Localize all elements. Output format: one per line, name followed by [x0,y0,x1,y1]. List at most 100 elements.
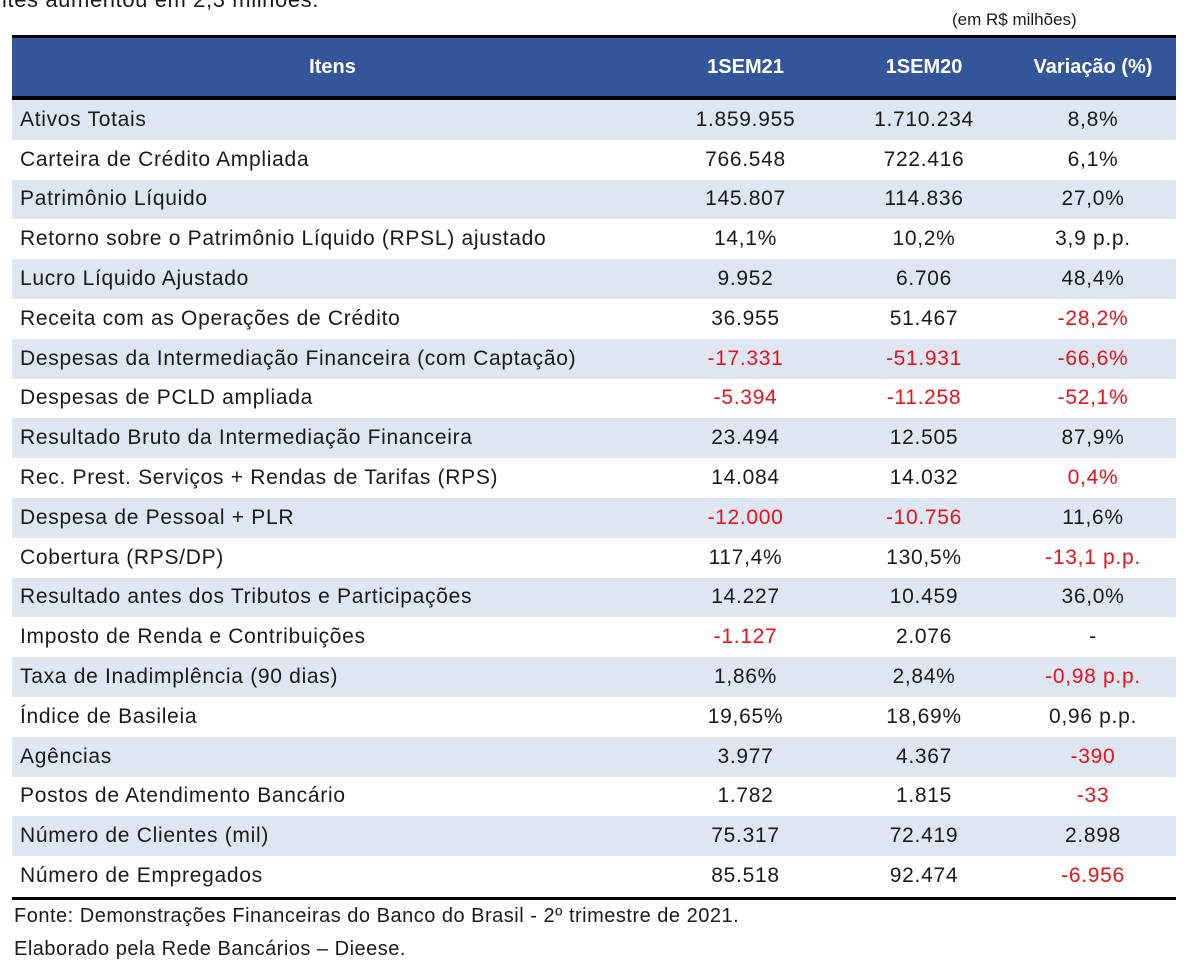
row-1sem21: 75.317 [711,824,780,848]
row-1sem20: -51.931 [885,346,963,370]
row-1sem21: 1,86% [713,665,778,689]
row-item: Despesas de PCLD ampliada [20,386,313,410]
row-item: Número de Empregados [20,864,263,888]
row-1sem21: 19,65% [707,704,784,728]
row-item: Rec. Prest. Serviços + Rendas de Tarifas… [20,466,499,490]
header-1sem20: 1SEM20 [885,55,963,78]
row-variation: 87,9% [1061,426,1125,450]
row-item: Receita com as Operações de Crédito [20,306,401,330]
row-item: Despesa de Pessoal + PLR [20,505,295,529]
row-variation: 6,1% [1067,147,1119,171]
row-1sem20: -10.756 [885,505,963,529]
source-line-2: Elaborado pela Rede Bancários – Dieese. [14,938,406,960]
row-1sem20: 10.459 [889,585,959,609]
row-item: Índice de Basileia [20,704,198,728]
row-1sem20: 10,2% [892,227,956,251]
row-item: Resultado antes dos Tributos e Participa… [20,585,473,609]
row-item: Taxa de Inadimplência (90 dias) [20,665,339,689]
row-1sem20: 114.836 [884,187,964,211]
row-1sem21: 36.955 [711,306,780,330]
row-1sem21: -17.331 [707,346,784,370]
row-1sem20: 18,69% [886,704,962,728]
table-row: Agências 3.977 4.367 -390 [12,736,1176,777]
row-1sem21: 3.977 [717,744,774,768]
table-row: Resultado Bruto da Intermediação Finance… [12,418,1176,459]
unit-note: (em R$ milhões) [952,10,1077,29]
row-variation: -28,2% [1057,306,1129,330]
truncated-paragraph-text: ites aumentou em 2,3 milhões. [2,0,319,13]
financial-table: Itens 1SEM21 1SEM20 Variação (%) Ativos … [12,35,1176,900]
row-1sem21: -5.394 [713,386,778,410]
row-1sem20: 4.367 [895,744,953,768]
table-header-row: Itens 1SEM21 1SEM20 Variação (%) [12,38,1176,96]
row-item: Ativos Totais [20,107,147,131]
row-1sem21: 117,4% [708,545,783,569]
table-row: Retorno sobre o Patrimônio Líquido (RPSL… [12,219,1176,259]
row-variation: -66,6% [1057,346,1129,370]
row-1sem21: -1.127 [713,625,778,649]
header-1sem21: 1SEM21 [707,55,784,78]
table-body: Ativos Totais 1.859.955 1.710.234 8,8% Carte… [12,100,1176,896]
row-1sem21: 85.518 [711,864,780,888]
row-1sem20: 72.419 [889,824,959,848]
header-variation: Variação (%) [1033,55,1153,78]
row-variation: -33 [1076,784,1110,808]
row-variation: 2.898 [1064,824,1122,848]
row-1sem21: 14.227 [711,585,780,609]
row-item: Número de Clientes (mil) [20,824,270,848]
row-variation: 36,0% [1061,585,1125,609]
row-variation: -6.956 [1061,864,1125,888]
row-item: Retorno sobre o Patrimônio Líquido (RPSL… [20,227,547,251]
row-1sem21: 766.548 [705,147,786,171]
table-row: Imposto de Renda e Contribuições -1.127 2.… [12,617,1176,657]
row-variation: 3,9 p.p. [1055,227,1131,251]
row-variation: -52,1% [1057,386,1129,410]
table-row: Número de Empregados 85.518 92.474 -6.956 [12,856,1176,896]
row-variation: -13,1 p.p. [1045,545,1141,569]
row-variation: 11,6% [1062,505,1124,529]
table-row: Índice de Basileia 19,65% 18,69% 0,96 p.p. [12,697,1176,737]
table-row: Despesas da Intermediação Financeira (co… [12,338,1176,379]
row-1sem21: 23.494 [711,426,780,450]
table-row: Taxa de Inadimplência (90 dias) 1,86% 2,84… [12,657,1176,697]
row-variation: - [1089,625,1097,649]
header-bottom-rule [12,96,1176,100]
row-1sem20: 130,5% [886,545,962,569]
row-1sem21: 1.782 [717,784,774,808]
row-item: Imposto de Renda e Contribuições [20,625,366,649]
row-1sem20: 2.076 [895,625,953,649]
table-row: Carteira de Crédito Ampliada 766.548 722.4… [12,140,1176,180]
row-1sem21: 145.807 [705,187,786,211]
table-row: Postos de Atendimento Bancário 1.782 1.815… [12,777,1176,817]
row-variation: 27,0% [1061,187,1125,211]
table-row: Patrimônio Líquido 145.807 114.836 27,0% [12,179,1176,220]
row-1sem20: 51.467 [889,306,959,330]
row-item: Lucro Líquido Ajustado [20,267,250,291]
row-item: Despesas da Intermediação Financeira (co… [20,346,577,370]
row-variation: -390 [1070,744,1116,768]
table-row: Despesas de PCLD ampliada -5.394 -11.258 -5… [12,379,1176,419]
row-1sem20: 1.710.234 [874,107,974,131]
table-row: Resultado antes dos Tributos e Participa… [12,577,1176,618]
row-item: Resultado Bruto da Intermediação Finance… [20,426,473,450]
row-variation: -0,98 p.p. [1045,665,1141,689]
row-1sem21: 9.952 [717,267,774,291]
row-variation: 0,96 p.p. [1048,704,1138,728]
row-1sem20: 2,84% [892,665,956,689]
table-row: Ativos Totais 1.859.955 1.710.234 8,8% [12,100,1176,140]
row-item: Cobertura (RPS/DP) [20,545,224,569]
table-row: Receita com as Operações de Crédito 36.95… [12,299,1176,339]
header-items: Itens [309,55,356,78]
table-row: Despesa de Pessoal + PLR -12.000 -10.756 11… [12,497,1176,538]
row-variation: 8,8% [1067,107,1119,131]
row-item: Postos de Atendimento Bancário [20,784,346,808]
row-1sem21: 14,1% [713,227,778,251]
row-1sem20: 1.815 [895,784,953,808]
row-1sem20: 92.474 [889,864,959,888]
row-item: Patrimônio Líquido [20,187,208,211]
row-item: Carteira de Crédito Ampliada [20,147,310,171]
table-row: Lucro Líquido Ajustado 9.952 6.706 48,4% [12,259,1176,299]
row-1sem20: 6.706 [895,267,953,291]
table-row: Cobertura (RPS/DP) 117,4% 130,5% -13,1 p.p. [12,538,1176,578]
row-1sem20: 12.505 [889,426,959,450]
